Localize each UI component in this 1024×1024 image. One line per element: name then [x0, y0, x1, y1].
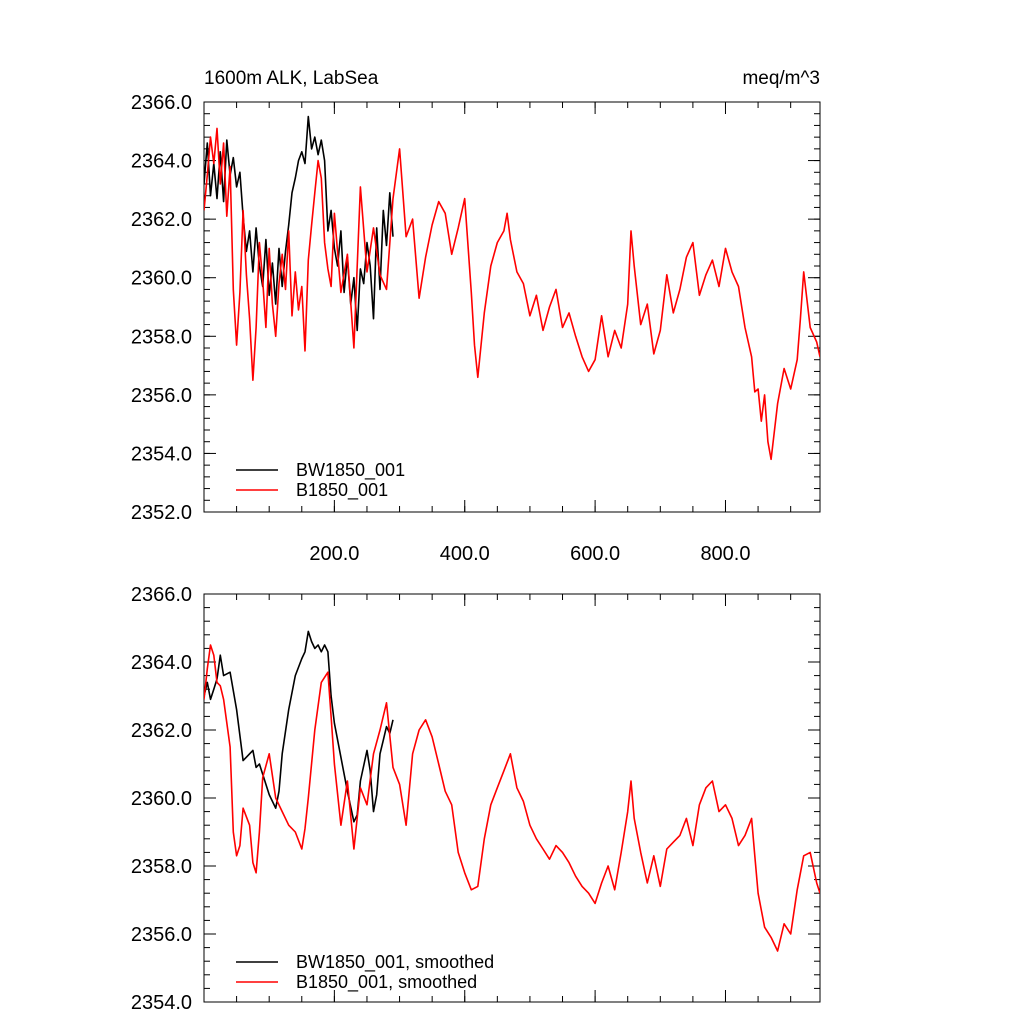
y-tick-label-1-0: 2354.0 [131, 992, 192, 1014]
y-tick-label-1-5: 2364.0 [131, 652, 192, 674]
y-tick-label-0-6: 2364.0 [131, 151, 192, 173]
y-tick-label-1-4: 2362.0 [131, 720, 192, 742]
plot-frame-0 [203, 101, 821, 513]
y-tick-label-0-5: 2362.0 [131, 209, 192, 231]
series-line-1-1 [204, 644, 820, 952]
y-tick-label-0-3: 2358.0 [131, 326, 192, 348]
y-tick-label-1-1: 2356.0 [131, 924, 192, 946]
legend-label-0-1: B1850_001 [296, 480, 388, 501]
top-title-left: 1600m ALK, LabSea [204, 68, 379, 89]
y-tick-label-0-4: 2360.0 [131, 268, 192, 290]
legend-label-1-1: B1850_001, smoothed [296, 972, 477, 993]
y-tick-label-0-1: 2354.0 [131, 443, 192, 465]
y-tick-label-0-7: 2366.0 [131, 92, 192, 114]
y-tick-label-0-0: 2352.0 [131, 502, 192, 524]
x-tick-label-0-0: 200.0 [309, 543, 359, 565]
bottom-plot-area: 2354.0 2356.0 2358.0 2360.0 2362.0 2364.0 2366… [131, 584, 821, 1014]
y-tick-label-0-2: 2356.0 [131, 385, 192, 407]
top-panel: 1600m ALK, LabSea meq/m^3 2352.02354.023… [131, 68, 821, 565]
top-plot-area: 2352.0 2354.0 2356.0 2358.0 2360.0 2362.0 2364… [131, 92, 821, 565]
y-tick-label-1-6: 2366.0 [131, 584, 192, 606]
legend-label-1-0: BW1850_001, smoothed [296, 952, 494, 973]
y-tick-label-1-2: 2358.0 [131, 856, 192, 878]
legend-label-0-0: BW1850_001 [296, 460, 405, 481]
series-line-0-1 [204, 127, 820, 461]
plot-frame-1 [203, 593, 821, 1003]
bottom-panel: 2354.0 2356.0 2358.0 2360.0 2362.0 2364.0 2366… [131, 584, 821, 1014]
x-tick-label-0-2: 600.0 [570, 543, 620, 565]
y-tick-label-1-3: 2360.0 [131, 788, 192, 810]
series-line-0-0 [204, 115, 394, 332]
series-line-1-0 [204, 630, 394, 823]
x-tick-label-0-1: 400.0 [440, 543, 490, 565]
top-title-right: meq/m^3 [742, 68, 820, 89]
x-tick-label-0-3: 800.0 [700, 543, 750, 565]
